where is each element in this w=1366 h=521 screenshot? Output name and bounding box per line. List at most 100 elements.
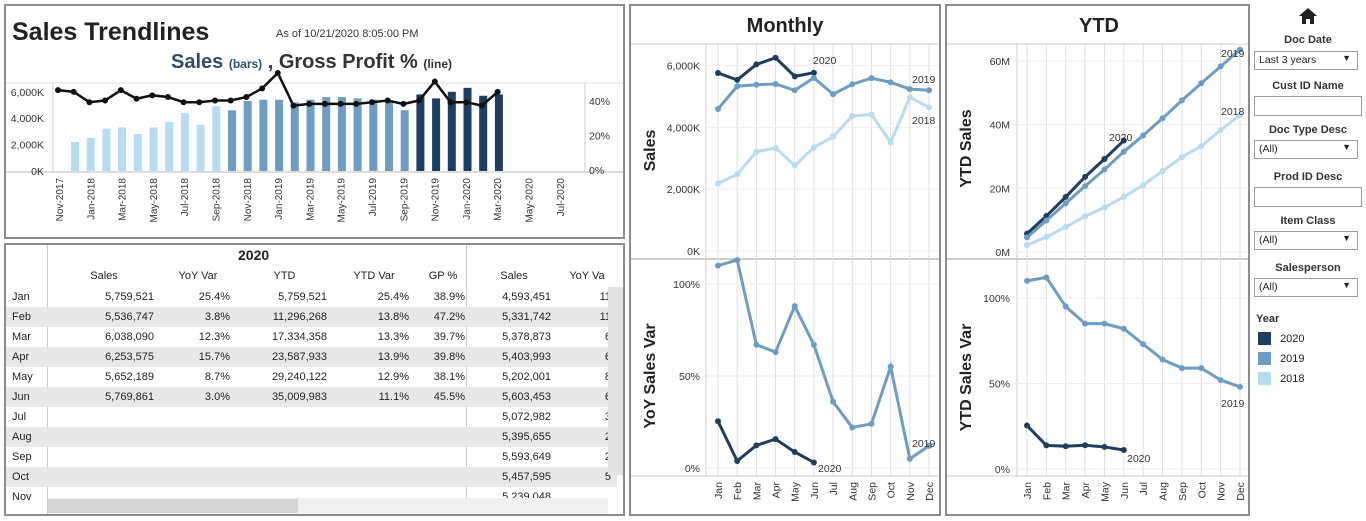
series-point-2019	[906, 86, 913, 93]
x-tick-label: Jan	[1022, 482, 1034, 499]
horizontal-scrollbar-thumb[interactable]	[48, 499, 298, 513]
table-cell-yoy: 12.3%	[198, 331, 230, 343]
table-cell-yoy19: 2	[557, 447, 617, 467]
gross-profit-point	[102, 97, 109, 104]
table-cell-sales: 6,253,575	[48, 347, 160, 367]
series-point-2019	[1082, 183, 1089, 190]
series-line-2020	[717, 56, 815, 82]
legend-item-2018[interactable]: 2018	[1258, 372, 1305, 386]
series-line-2019	[1026, 275, 1241, 389]
col-ytd[interactable]: YTD	[273, 270, 296, 282]
trend-x-tick: Nov-2017	[55, 178, 66, 222]
series-point-2019	[887, 79, 894, 86]
gross-profit-point	[337, 100, 344, 107]
table-row[interactable]: Jun 5,769,861 3.0% 35,009,983 11.1% 45.5% 5,60…	[6, 387, 617, 407]
gross-profit-point	[494, 88, 501, 95]
series-point-2019	[753, 81, 760, 88]
table-cell-sales: 5,536,747	[48, 307, 160, 327]
table-row[interactable]: Mar 6,038,090 12.3% 17,334,358 13.3% 39.7% 5,3…	[6, 327, 617, 347]
sales-bar	[180, 112, 189, 171]
table-row[interactable]: Sep 5,593,649 2	[6, 447, 617, 467]
trend-y-tick-left: 0K	[31, 166, 44, 178]
table-row[interactable]: Feb 5,536,747 3.8% 11,296,268 13.8% 47.2% 5,33…	[6, 307, 617, 327]
legend-label-2019: 2019	[1280, 352, 1305, 365]
page-title: Sales Trendlines	[12, 18, 210, 46]
table-cell-gp: 38.9%	[433, 291, 465, 303]
x-tick-label: Jul	[828, 482, 840, 495]
doc-date-dropdown[interactable]: Last 3 years ▼	[1254, 51, 1358, 70]
series-point-2020	[1024, 422, 1030, 429]
table-cell-yoy	[160, 447, 236, 467]
series-point-2019	[1159, 356, 1166, 363]
row-month-label: May	[12, 371, 33, 383]
ytd-charts[interactable]: YTD 60M 40M 20M 0M YTD Sales 2020 2019 2018 100% 5…	[947, 6, 1248, 514]
series-point-2020	[1082, 442, 1089, 449]
series-point-2018	[926, 104, 932, 111]
table-row[interactable]: Jan 5,759,521 25.4% 5,759,521 25.4% 38.9% 4,59…	[6, 287, 617, 307]
sales-bar	[494, 94, 503, 171]
col-yoy-2019[interactable]: YoY Va	[569, 270, 605, 282]
y-tick-label: 50%	[679, 371, 700, 383]
series-line-2018	[1026, 113, 1241, 247]
table-cell-yoy19: 11	[599, 291, 611, 303]
table-row[interactable]: Apr 6,253,575 15.7% 23,587,933 13.9% 39.8% 5,4…	[6, 347, 617, 367]
salesperson-dropdown[interactable]: (All) ▼	[1254, 278, 1358, 297]
x-tick-label: Mar	[751, 482, 763, 501]
table-cell-sales19: 5,378,873	[502, 331, 551, 343]
series-point-2018	[830, 133, 837, 140]
series-end-label: 2019	[1221, 398, 1245, 410]
trend-x-tick: May-2020	[525, 178, 536, 223]
series-point-2018	[1024, 241, 1030, 248]
series-end-label: 2018	[912, 115, 936, 127]
sales-trend-chart[interactable]: 6,000K 4,000K 2,000K 0K 40% 20% 0% Nov-2017 Jan-…	[6, 6, 623, 237]
col-ytd-var[interactable]: YTD Var	[353, 270, 395, 282]
table-row[interactable]: Aug 5,395,6552	[6, 427, 617, 447]
col-yoy-var[interactable]: YoY Var	[178, 270, 218, 282]
trend-y-tick-left: 2,000K	[11, 140, 44, 152]
col-sales-2019[interactable]: Sales	[500, 270, 528, 282]
x-tick-label: Jun	[1119, 482, 1131, 499]
col-gp[interactable]: GP %	[428, 270, 458, 282]
prod-id-input[interactable]	[1254, 187, 1362, 207]
y-tick-label: 20M	[990, 183, 1010, 195]
item-class-dropdown[interactable]: (All) ▼	[1254, 231, 1358, 250]
gross-profit-point	[416, 97, 423, 104]
cust-id-input[interactable]	[1254, 96, 1362, 116]
table-cell-sales	[48, 467, 160, 487]
series-point-2020	[753, 61, 760, 68]
table-cell-sales	[48, 447, 160, 467]
monthly-charts[interactable]: Monthly 6,000K 4,000K 2,000K 0K Sales 2020 2019…	[631, 6, 939, 514]
table-cell-ytd: 5,759,521	[278, 291, 327, 303]
table-row[interactable]: May 5,652,189 8.7% 29,240,122 12.9% 38.1% 5,20…	[6, 367, 617, 387]
salesperson-value: (All)	[1259, 281, 1278, 293]
home-icon[interactable]	[1297, 6, 1319, 26]
trend-x-tick: Jul-2018	[180, 178, 191, 217]
vertical-scrollbar[interactable]	[608, 287, 623, 475]
table-cell-ytd: 35,009,983	[236, 387, 333, 407]
series-point-2019	[810, 74, 817, 81]
row-month-label: Apr	[6, 347, 48, 367]
table-row[interactable]: Jul 5,072,982 3	[6, 407, 617, 427]
sales-bar	[259, 99, 268, 171]
trend-x-tick: Jul-2019	[368, 178, 379, 217]
y-tick-label: 6,000K	[667, 61, 700, 73]
subtitle-bars: (bars)	[228, 57, 263, 71]
table-cell-sales19: 5,395,655	[471, 427, 557, 447]
ytd-title: YTD	[1079, 15, 1119, 37]
table-row[interactable]: Oct 5,457,595 5	[6, 467, 617, 487]
sales-data-table: Sales YoY Var YTD YTD Var GP % Sales YoY…	[6, 265, 617, 507]
gross-profit-point	[369, 99, 375, 106]
salesperson-label: Salesperson	[1275, 262, 1341, 274]
gross-profit-point	[70, 88, 77, 95]
legend-label-2018: 2018	[1280, 372, 1305, 385]
series-point-2020	[1082, 173, 1089, 180]
table-cell-gp: 39.7%	[433, 331, 465, 343]
col-sales[interactable]: Sales	[90, 270, 118, 282]
doc-type-dropdown[interactable]: (All) ▼	[1254, 140, 1358, 159]
legend-swatch-2019	[1258, 352, 1271, 365]
trend-y-tick-right: 0%	[589, 165, 604, 177]
legend-item-2020[interactable]: 2020	[1258, 332, 1305, 346]
series-end-label: 2020	[1127, 453, 1151, 465]
legend-item-2019[interactable]: 2019	[1258, 352, 1305, 366]
horizontal-scrollbar[interactable]	[48, 498, 608, 514]
